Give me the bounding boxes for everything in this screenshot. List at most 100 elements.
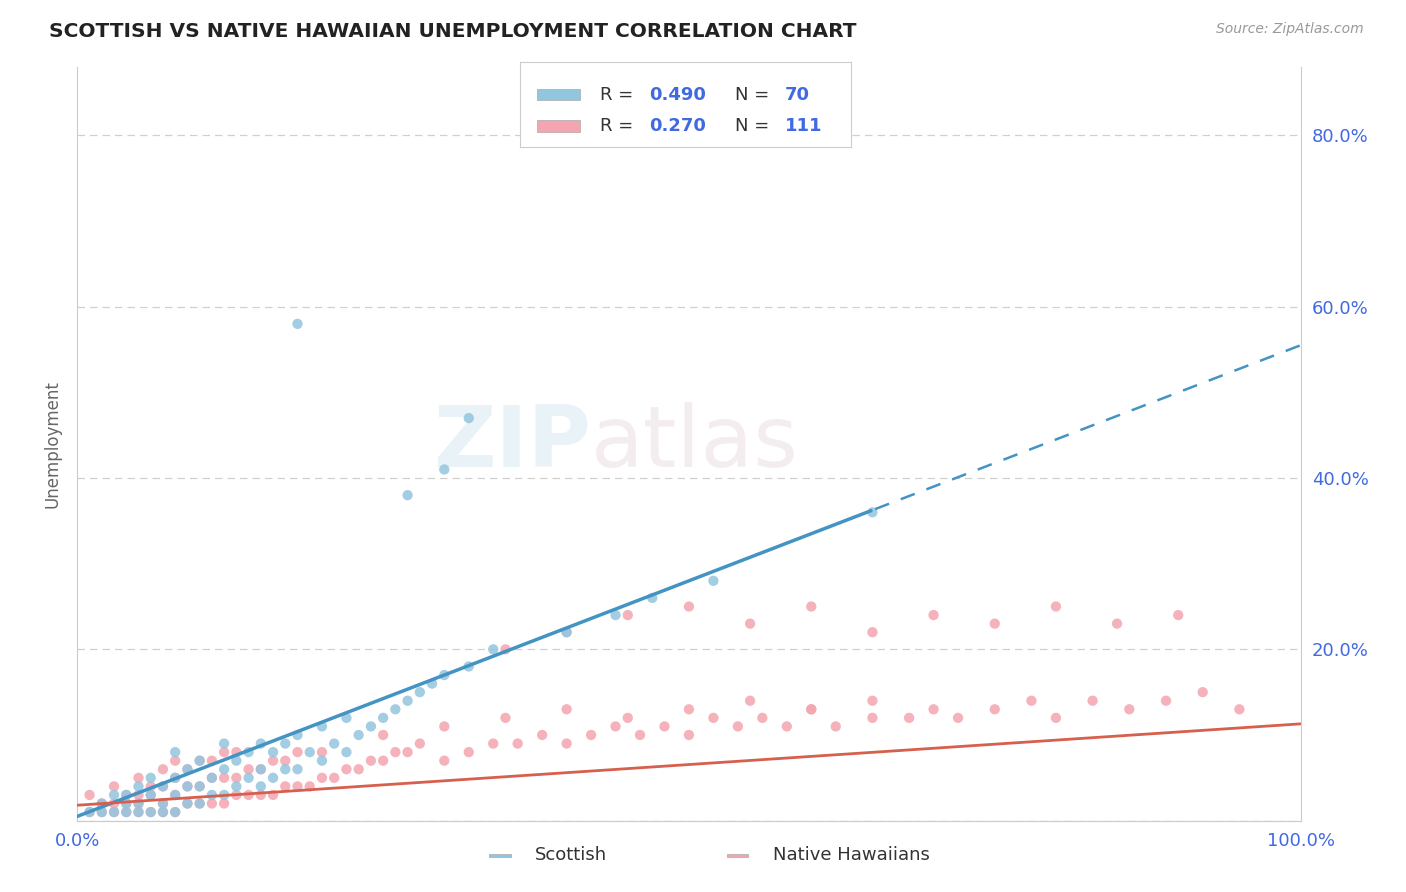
Point [311,754,333,768]
Point [139,805,162,819]
Point [824,719,846,733]
Point [262,754,284,768]
Y-axis label: Unemployment: Unemployment [44,380,62,508]
Point [103,797,125,811]
Point [115,805,138,819]
FancyBboxPatch shape [537,120,579,131]
Point [274,762,297,776]
Point [287,762,309,776]
Point [654,719,676,733]
Point [201,771,224,785]
Point [262,745,284,759]
Point [90,805,112,819]
Point [139,805,162,819]
Point [409,685,432,699]
Point [984,702,1007,716]
Point [409,737,432,751]
Point [127,771,149,785]
Point [371,711,394,725]
Point [287,728,309,742]
Point [127,780,149,794]
Point [238,771,260,785]
Text: 111: 111 [785,117,823,135]
Text: N =: N = [735,117,775,135]
Point [139,771,162,785]
Point [360,719,382,733]
FancyBboxPatch shape [537,89,579,100]
Text: N =: N = [735,86,775,103]
Point [165,788,187,802]
Point [79,805,101,819]
Point [702,711,724,725]
Point [188,754,211,768]
Point [457,411,479,425]
Point [1118,702,1140,716]
Point [176,762,198,776]
Point [495,642,517,657]
Point [605,608,627,623]
Text: Source: ZipAtlas.com: Source: ZipAtlas.com [1216,22,1364,37]
Point [152,797,174,811]
Point [115,788,138,802]
Point [617,711,640,725]
Point [103,788,125,802]
Point [152,797,174,811]
Point [274,737,297,751]
Point [862,625,884,640]
Point [323,737,346,751]
Point [751,711,773,725]
Point [165,754,187,768]
Point [188,797,211,811]
Point [201,788,224,802]
Point [139,780,162,794]
Point [482,642,505,657]
Point [212,771,235,785]
Point [250,780,273,794]
Text: ZIP: ZIP [433,402,591,485]
Point [165,771,187,785]
Point [250,762,273,776]
Point [371,728,394,742]
Point [152,805,174,819]
Point [225,771,247,785]
Point [127,805,149,819]
Point [212,737,235,751]
Point [176,762,198,776]
Point [555,737,578,751]
Point [360,754,382,768]
Point [188,754,211,768]
Point [127,805,149,819]
Point [201,754,224,768]
Point [298,780,321,794]
Point [800,702,823,716]
FancyBboxPatch shape [727,855,748,856]
Point [238,745,260,759]
Point [862,505,884,519]
Point [311,745,333,759]
Point [1191,685,1213,699]
Point [90,805,112,819]
Point [103,780,125,794]
Point [617,608,640,623]
Point [740,694,762,708]
Point [238,788,260,802]
Point [800,702,823,716]
Point [740,616,762,631]
Point [225,780,247,794]
Text: R =: R = [599,117,638,135]
Text: 0.490: 0.490 [650,86,706,103]
Point [287,780,309,794]
Point [103,805,125,819]
Text: 0.270: 0.270 [650,117,706,135]
Point [274,780,297,794]
Point [201,771,224,785]
Point [433,668,456,682]
Point [335,745,357,759]
Point [396,694,419,708]
Point [984,616,1007,631]
Point [678,702,700,716]
Point [641,591,664,605]
Point [115,797,138,811]
Point [176,780,198,794]
Point [152,780,174,794]
